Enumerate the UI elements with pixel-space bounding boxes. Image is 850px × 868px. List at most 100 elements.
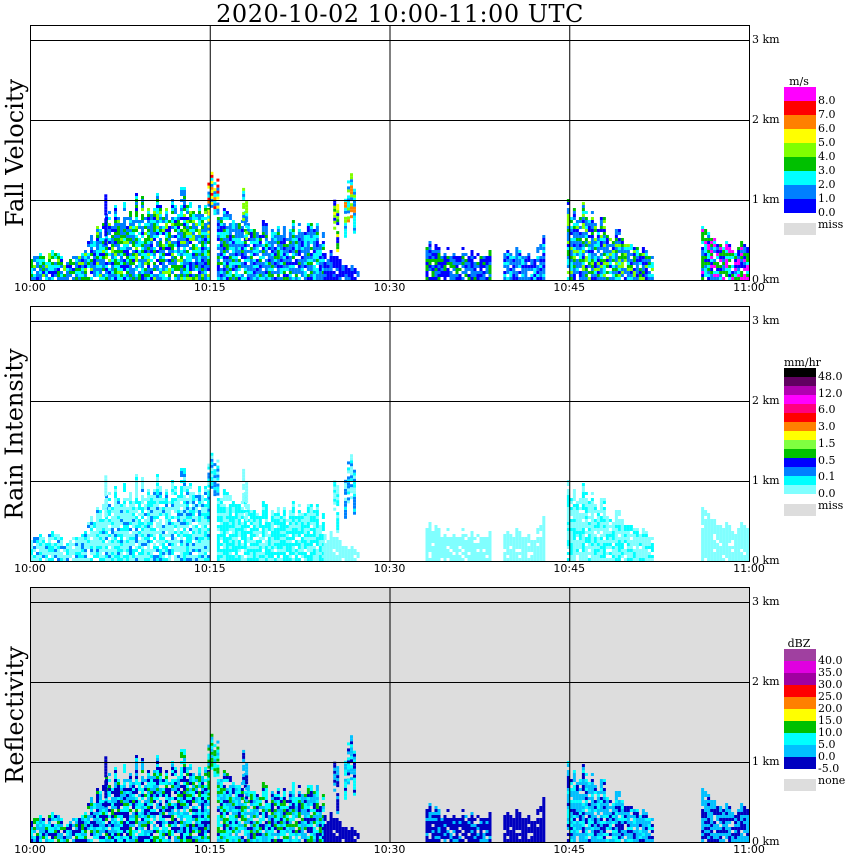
echo-cell: [237, 259, 241, 262]
echo-cell: [503, 262, 507, 265]
echo-cell: [258, 274, 262, 277]
echo-cell: [105, 268, 108, 271]
echo-cell: [578, 552, 582, 555]
echo-cell: [285, 546, 289, 549]
echo-cell: [321, 259, 325, 262]
echo-cell: [581, 531, 585, 534]
echo-cell: [204, 489, 207, 492]
echo-cell: [198, 229, 201, 232]
echo-cell: [590, 238, 594, 241]
echo-cell: [111, 522, 114, 525]
echo-cell: [470, 555, 474, 558]
echo-cell: [168, 253, 171, 256]
echo-cell: [329, 546, 333, 549]
echo-cell: [575, 223, 579, 226]
echo-cell: [117, 540, 120, 543]
echo-cell: [704, 241, 708, 244]
echo-cell: [455, 277, 459, 280]
echo-cell: [581, 492, 585, 495]
echo-cell: [506, 540, 510, 543]
echo-cell: [93, 244, 96, 247]
echo-cell: [701, 232, 705, 235]
echo-cell: [326, 277, 330, 280]
echo-cell: [183, 274, 186, 277]
echo-cell: [102, 558, 105, 561]
echo-cell: [231, 238, 235, 241]
echo-cell: [449, 277, 453, 280]
echo-cell: [183, 250, 186, 253]
echo-cell: [303, 244, 307, 247]
echo-cell: [710, 238, 714, 241]
echo-cell: [117, 528, 120, 531]
echo-cell: [129, 274, 132, 277]
echo-cell: [614, 235, 618, 238]
echo-cell: [288, 540, 292, 543]
echo-cell: [569, 543, 573, 546]
echo-cell: [626, 268, 630, 271]
echo-cell: [180, 522, 183, 525]
echo-cell: [135, 477, 138, 480]
echo-cell: [294, 516, 298, 519]
echo-cell: [240, 220, 244, 223]
echo-cell: [446, 549, 450, 552]
echo-cell: [231, 522, 235, 525]
echo-cell: [201, 543, 204, 546]
echo-cell: [225, 214, 229, 217]
echo-cell: [159, 232, 162, 235]
echo-cell: [222, 223, 226, 226]
echo-cell: [321, 516, 325, 519]
echo-cell: [282, 522, 286, 525]
echo-cell: [245, 234, 249, 238]
echo-cell: [252, 265, 256, 268]
echo-cell: [39, 277, 42, 280]
echo-cell: [428, 256, 432, 259]
echo-cell: [111, 519, 114, 522]
echo-cell: [108, 232, 111, 235]
echo-8: [425, 522, 492, 561]
echo-cell: [123, 507, 126, 510]
echo-cell: [57, 253, 60, 256]
echo-cell: [249, 256, 253, 259]
echo-cell: [635, 259, 639, 262]
echo-cell: [228, 259, 232, 262]
echo-cell: [242, 498, 246, 502]
echo-cell: [590, 262, 594, 265]
echo-cell: [252, 259, 256, 262]
echo-cell: [123, 483, 126, 486]
echo-cell: [446, 274, 450, 277]
echo-cell: [231, 507, 235, 510]
echo-cell: [482, 540, 486, 543]
echo-cell: [623, 250, 627, 253]
echo-cell: [329, 253, 333, 256]
echo-cell: [584, 510, 588, 513]
echo-cell: [96, 531, 99, 534]
echo-cell: [240, 256, 244, 259]
echo-cell: [138, 519, 141, 522]
echo-cell: [198, 256, 201, 259]
echo-cell: [231, 235, 235, 238]
echo-cell: [440, 259, 444, 262]
echo-cell: [279, 531, 283, 534]
echo-cell: [96, 525, 99, 528]
echo-cell: [135, 238, 138, 241]
echo-cell: [452, 274, 456, 277]
echo-cell: [186, 558, 189, 561]
echo-cell: [332, 259, 336, 262]
echo-cell: [123, 235, 126, 238]
echo-cell: [728, 250, 732, 253]
echo-cell: [635, 271, 639, 274]
echo-cell: [312, 232, 316, 235]
echo-cell: [746, 256, 750, 259]
echo-cell: [312, 540, 316, 543]
echo-cell: [78, 546, 81, 549]
echo-cell: [48, 537, 51, 540]
echo-cell: [237, 510, 241, 513]
echo-cell: [138, 525, 141, 528]
echo-cell: [126, 555, 129, 558]
echo-cell: [332, 274, 336, 277]
echo-cell: [539, 274, 543, 277]
echo-cell: [171, 534, 174, 537]
echo-cell: [291, 537, 295, 540]
echo-cell: [99, 513, 102, 516]
echo-cell: [309, 510, 313, 513]
